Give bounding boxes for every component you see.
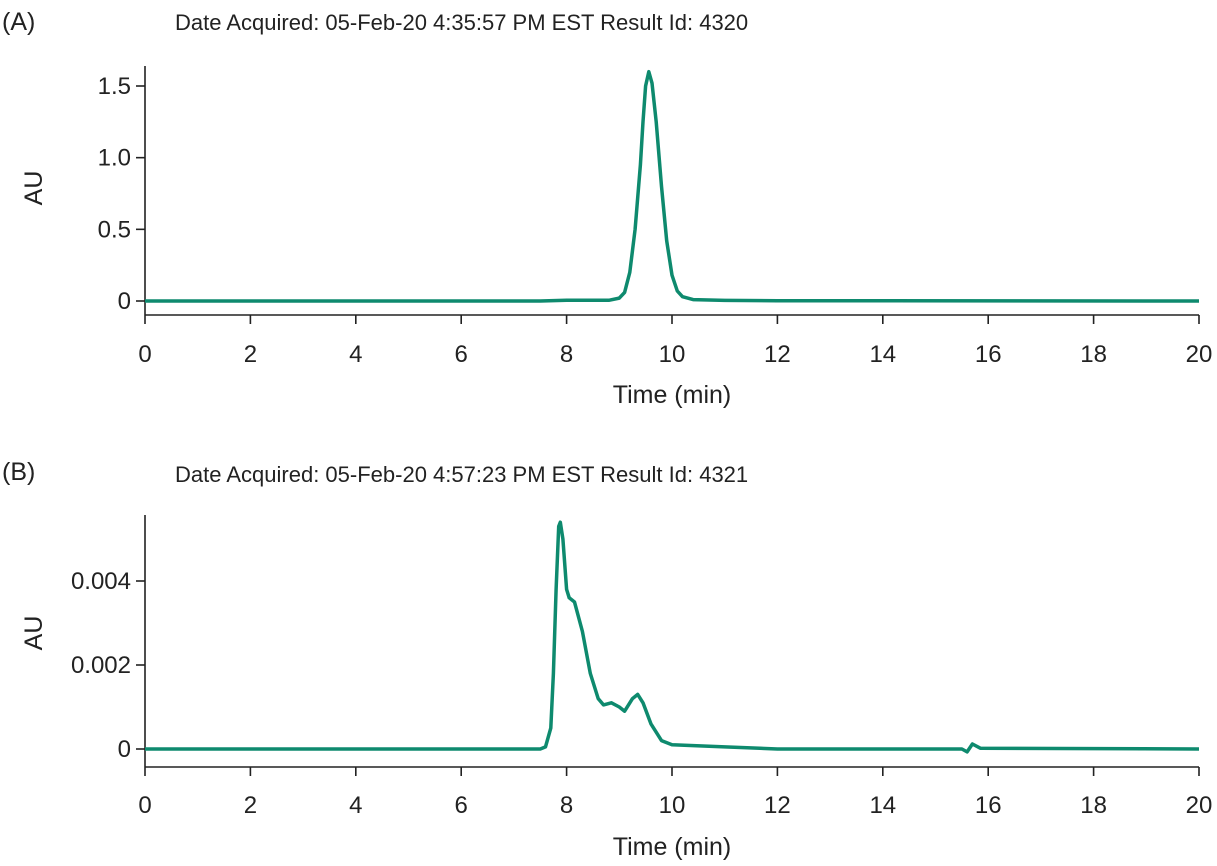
x-tick-label: 8 (560, 341, 573, 368)
x-tick-label: 2 (244, 341, 257, 368)
y-tick-label: 0 (118, 736, 131, 763)
y-tick-label: 0.5 (98, 216, 131, 243)
y-tick-label: 0.004 (71, 568, 131, 595)
y-tick-label: 0 (118, 288, 131, 315)
x-tick-label: 6 (455, 341, 468, 368)
panel-label: (A) (2, 8, 35, 36)
x-tick-label: 4 (349, 792, 362, 819)
panel-b: (B) Date Acquired: 05-Feb-20 4:57:23 PM E… (2, 458, 1212, 861)
x-tick-label: 14 (869, 792, 896, 819)
x-tick-label: 6 (455, 792, 468, 819)
x-axis-label: Time (min) (613, 833, 732, 861)
y-tick-label: 1.0 (98, 145, 131, 172)
x-axis-label: Time (min) (613, 381, 732, 409)
x-tick-label: 18 (1080, 341, 1107, 368)
x-tick-label: 10 (659, 792, 686, 819)
x-tick-label: 0 (138, 341, 151, 368)
x-tick-label: 10 (659, 341, 686, 368)
x-tick-label: 0 (138, 792, 151, 819)
x-tick-label: 18 (1080, 792, 1107, 819)
trace-line (145, 69, 1200, 303)
y-tick-label: 1.5 (98, 73, 131, 100)
y-tick-label: 0.002 (71, 652, 131, 679)
y-axis-label: AU (20, 171, 48, 206)
chart-title: Date Acquired: 05-Feb-20 4:57:23 PM EST … (175, 462, 748, 487)
x-tick-label: 20 (1186, 792, 1213, 819)
panel-a: (A) Date Acquired: 05-Feb-20 4:35:57 PM E… (2, 8, 1212, 409)
x-tick-label: 16 (975, 341, 1002, 368)
x-tick-label: 4 (349, 341, 362, 368)
x-tick-label: 2 (244, 792, 257, 819)
chart-title: Date Acquired: 05-Feb-20 4:35:57 PM EST … (175, 10, 748, 35)
panel-label: (B) (2, 458, 35, 486)
x-tick-label: 16 (975, 792, 1002, 819)
trace-line (145, 520, 1200, 754)
x-tick-label: 8 (560, 792, 573, 819)
y-axis-label: AU (20, 616, 48, 651)
x-tick-label: 12 (764, 792, 791, 819)
x-tick-label: 14 (869, 341, 896, 368)
x-tick-label: 12 (764, 341, 791, 368)
x-tick-label: 20 (1186, 341, 1213, 368)
